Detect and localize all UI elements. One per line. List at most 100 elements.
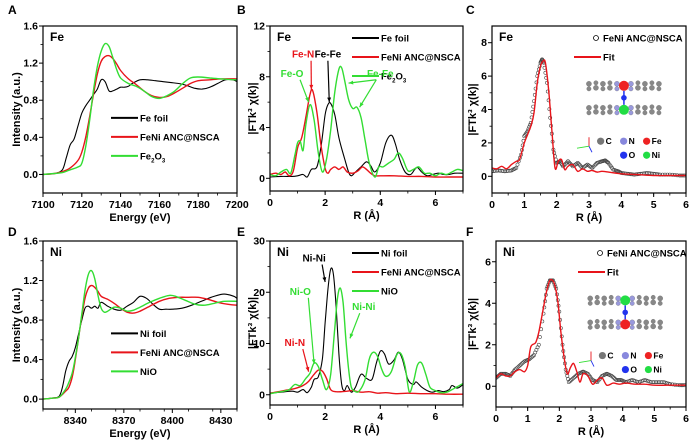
data-point: [605, 160, 610, 165]
legend: Ni foil FeNi ANC@NSCA NiO: [352, 249, 461, 298]
legend-label: FeNi ANC@NSCA: [140, 132, 220, 143]
data-point: [530, 354, 535, 359]
atom: [608, 323, 614, 330]
legend: FeNi ANC@NSCA Fit: [578, 249, 687, 279]
atom-legend-swatch: [621, 365, 630, 374]
annotation-label: Ni-O: [290, 287, 311, 298]
legend-item: FeNi ANC@NSCA: [593, 34, 683, 45]
metal-atom: [620, 295, 631, 306]
data-point: [496, 375, 500, 379]
x-tick-label: 6: [433, 197, 439, 209]
y-axis-label: |FTk³ χ(k)|: [247, 297, 259, 349]
x-tick-label: 3: [588, 413, 594, 425]
atom: [643, 301, 649, 306]
y-axis-label: Intensity (a.u.): [11, 287, 23, 362]
atom: [636, 299, 642, 306]
arrow-head: [349, 333, 354, 339]
x-axis-label: R (Å): [578, 425, 605, 438]
element-label: Fe: [499, 30, 513, 44]
atom: [629, 301, 635, 306]
y-tick-label: 0: [259, 173, 265, 185]
data-point: [571, 375, 576, 380]
axis-triad-x: [590, 360, 595, 367]
atom: [593, 85, 599, 91]
series-line-nio: [43, 269, 237, 400]
plot-frame: [42, 25, 238, 194]
atom-legend-swatch: [597, 137, 605, 145]
data-point: [566, 159, 570, 164]
series-line-fe2o3: [43, 42, 237, 176]
legend: FeNi ANC@NSCA Fit: [574, 34, 683, 64]
atom: [629, 325, 635, 330]
x-axis-label: R (Å): [576, 211, 603, 224]
atom-legend-swatch: [643, 137, 651, 145]
molecular-structure-inset: C N Fe O Ni: [576, 80, 662, 160]
data-point: [496, 373, 501, 378]
annotation-label: Ni-Ni: [302, 254, 326, 265]
x-tick-label: 4: [377, 197, 383, 209]
data-point: [529, 355, 534, 360]
x-tick-label: 6: [433, 411, 439, 423]
data-point: [638, 379, 643, 384]
annotation-arrow: [307, 297, 315, 365]
atom: [594, 319, 600, 324]
y-tick-label: 1.2: [23, 275, 38, 287]
legend-label: Fe foil: [140, 113, 168, 124]
x-tick-label: 0: [489, 199, 495, 211]
series-line-ni-foil: [270, 267, 463, 394]
data-point: [568, 379, 572, 384]
atom-legend-item: Ni: [643, 150, 660, 160]
y-axis-label: |FTk³ χ(k)|: [467, 83, 479, 135]
panel-label: E: [237, 225, 245, 239]
x-tick-label: 8370: [112, 415, 136, 427]
legend-item: NiO: [352, 287, 398, 298]
arrow-head: [322, 277, 327, 282]
atom: [608, 319, 614, 324]
atom: [600, 81, 606, 87]
atom-legend-swatch: [620, 151, 628, 159]
axis-triad-y: [576, 145, 590, 149]
metal-atom: [618, 80, 629, 91]
element-label: Fe: [277, 30, 291, 44]
x-tick-label: 0: [493, 413, 499, 425]
y-tick-label: 0.8: [23, 95, 38, 107]
legend-item: Fe2O3: [111, 151, 166, 164]
annotation: Fe-Fe: [315, 50, 342, 103]
atom-legend-label: Fe: [652, 136, 662, 146]
annotation-arrow: [348, 79, 377, 84]
atom-legend-item: Fe: [643, 136, 662, 146]
legend-item: NiO: [111, 367, 157, 378]
atom: [607, 109, 613, 115]
x-tick-label: 4: [377, 411, 383, 423]
atom: [594, 295, 600, 300]
atom: [607, 85, 613, 91]
element-label: Ni: [277, 245, 289, 259]
y-tick-label: 0.4: [23, 132, 38, 144]
series-group: [43, 269, 237, 400]
atom-legend-label: N: [629, 136, 635, 146]
metal-atom: [618, 104, 629, 115]
panel-f: F 0 1 2 3 4 5 6 0 2 4 6 R (Å) |FTk³ χ(k)| Ni FeNi ANC@N…: [466, 225, 689, 438]
plot-frame: [42, 240, 238, 410]
element-label: Ni: [50, 245, 62, 259]
panel-b: B 0 2 4 6 0 4 8 12 R (Å) |FTk³ χ(k)| Fe Fe foil FeNi …: [237, 3, 464, 222]
legend-item: Fe2O3: [352, 72, 407, 85]
atom-legend-label: O: [630, 365, 637, 375]
atom-legend-label: C: [606, 136, 612, 146]
atom: [601, 301, 607, 306]
atom: [656, 81, 662, 87]
legend-label: Ni foil: [381, 249, 407, 260]
axis-triad-y: [578, 360, 592, 363]
y-tick-label: 6: [485, 256, 491, 268]
atom-legend-swatch: [644, 365, 653, 374]
atom-legend-swatch: [620, 137, 628, 145]
annotation: Ni-O: [290, 287, 316, 365]
atom: [642, 81, 648, 87]
legend: Ni foil FeNi ANC@NSCA NiO: [111, 329, 220, 378]
panel-label: F: [466, 225, 473, 239]
atom: [615, 301, 621, 306]
x-tick-label: 5: [651, 199, 657, 211]
arrow-head: [359, 102, 364, 108]
atom: [587, 319, 593, 326]
